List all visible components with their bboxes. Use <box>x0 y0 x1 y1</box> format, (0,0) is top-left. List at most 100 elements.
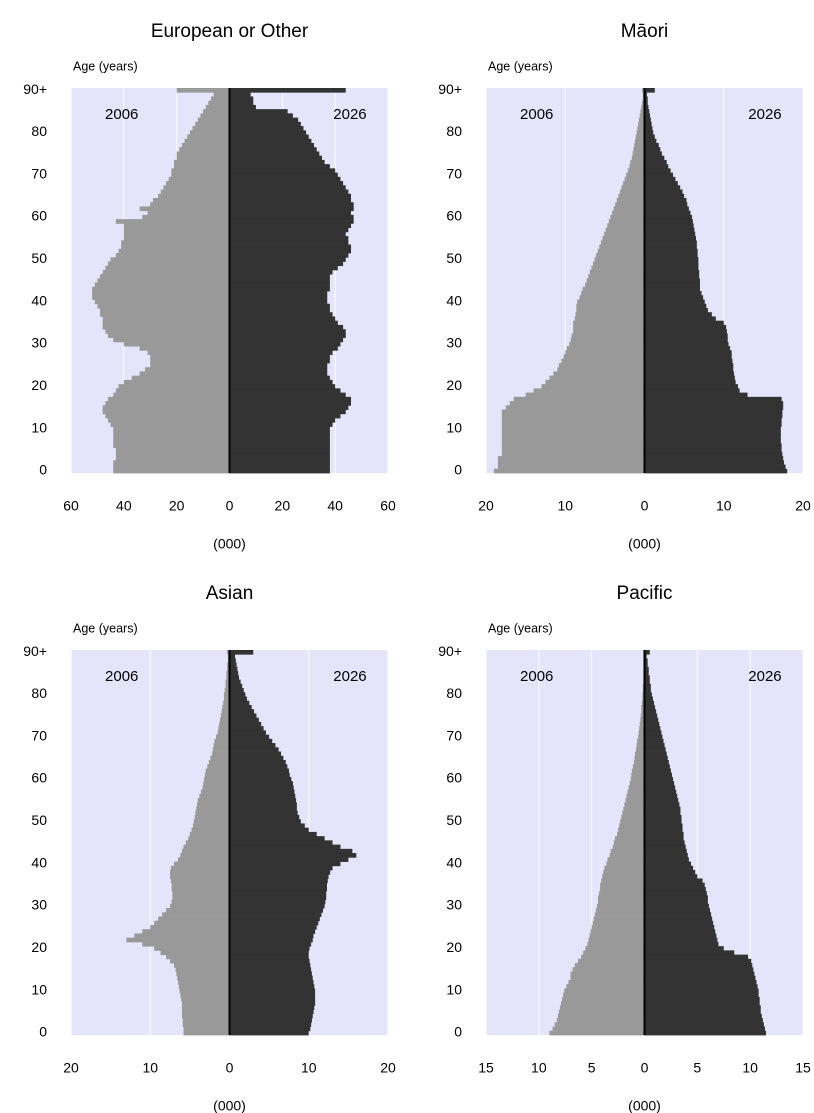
bar <box>505 405 645 410</box>
bar <box>644 650 650 655</box>
bar <box>171 886 230 892</box>
bar <box>229 375 330 381</box>
bar <box>168 176 230 182</box>
bar <box>644 295 704 300</box>
bar <box>219 721 230 727</box>
y-tick-label: 70 <box>446 727 462 743</box>
y-tick-label: 70 <box>446 165 462 181</box>
bar <box>602 874 645 879</box>
bar <box>644 341 729 347</box>
bar <box>570 337 645 343</box>
bar <box>631 768 645 774</box>
bar <box>632 764 645 769</box>
y-tick-label: 50 <box>446 250 462 266</box>
bar <box>610 848 645 854</box>
bar <box>644 316 716 322</box>
bar <box>229 253 349 258</box>
bar <box>229 426 330 432</box>
bar <box>174 861 230 867</box>
bar <box>229 734 270 740</box>
bar <box>166 908 230 913</box>
bar <box>229 878 328 884</box>
bar <box>644 363 734 368</box>
bar <box>229 954 309 960</box>
x-tick-label: 10 <box>301 1060 317 1076</box>
bar <box>229 717 259 723</box>
bar <box>644 333 728 339</box>
bar <box>644 181 678 186</box>
bar <box>223 700 230 706</box>
bar <box>644 401 784 406</box>
bar <box>123 223 230 229</box>
y-tick-label: 0 <box>39 1024 47 1040</box>
bar <box>229 781 293 786</box>
bar <box>113 426 230 432</box>
bar <box>105 413 230 419</box>
bar <box>589 269 645 275</box>
x-tick-label: 20 <box>63 1060 79 1076</box>
bar <box>644 261 699 267</box>
bar <box>229 100 254 106</box>
bar <box>229 853 357 858</box>
y-axis-label: Age (years) <box>488 59 553 73</box>
y-tick-label: 80 <box>446 123 462 139</box>
bar <box>229 870 331 875</box>
x-axis-label: (000) <box>213 536 246 552</box>
bar <box>638 121 645 127</box>
bar <box>229 946 310 951</box>
bar <box>644 126 653 131</box>
bar <box>641 709 645 714</box>
bar <box>630 159 645 165</box>
bar <box>581 954 645 960</box>
bar <box>644 764 670 769</box>
bar <box>644 747 666 752</box>
bar <box>513 396 645 402</box>
bar <box>644 109 650 114</box>
bar <box>637 738 645 744</box>
bar <box>570 975 645 981</box>
bar <box>229 1013 313 1019</box>
bar <box>644 738 664 744</box>
bar <box>183 1026 230 1032</box>
bar <box>229 785 294 791</box>
bar <box>644 1013 762 1019</box>
bar <box>229 286 330 292</box>
bar <box>176 88 230 93</box>
bar <box>229 747 279 752</box>
bar <box>229 937 313 943</box>
bar <box>559 1005 645 1011</box>
bar <box>203 781 230 786</box>
bar <box>618 193 645 199</box>
bar <box>501 439 645 444</box>
bar <box>501 430 645 436</box>
x-tick-label: 15 <box>478 1060 494 1076</box>
bar <box>644 346 731 351</box>
bar <box>229 768 289 774</box>
bar <box>229 312 333 317</box>
bar <box>229 705 252 710</box>
bar <box>181 1013 230 1019</box>
chart-title: European or Other <box>151 21 309 42</box>
bar <box>501 426 645 432</box>
x-tick-label: 20 <box>169 498 185 514</box>
bar <box>644 840 685 846</box>
bar <box>154 946 230 951</box>
bar <box>166 954 230 960</box>
bar <box>599 891 645 896</box>
bar <box>229 185 346 190</box>
bar <box>592 920 645 926</box>
bar <box>644 278 700 284</box>
x-tick-label: 5 <box>693 1060 701 1076</box>
bar <box>620 819 645 824</box>
bar <box>644 929 716 934</box>
bar <box>203 109 230 114</box>
bar <box>644 810 681 816</box>
bar <box>107 333 230 339</box>
bar <box>644 134 655 140</box>
x-tick-label: 0 <box>226 498 234 514</box>
bar <box>163 185 230 190</box>
bar <box>622 810 645 816</box>
bar <box>229 346 338 351</box>
bar <box>644 168 671 174</box>
bar <box>590 929 645 934</box>
